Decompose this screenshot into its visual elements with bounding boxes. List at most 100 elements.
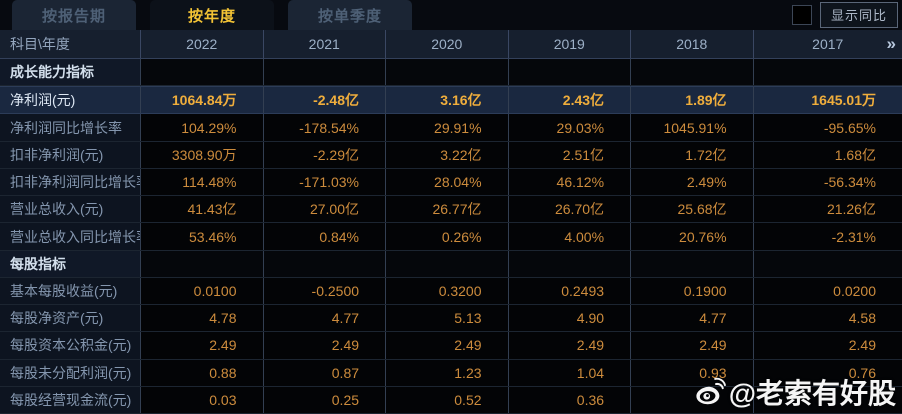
cell-value: 1.04 xyxy=(507,359,631,386)
cell-value: 1.89亿 xyxy=(630,87,753,114)
row-label: 基本每股收益(元) xyxy=(0,277,140,305)
cell-value: 0.3200 xyxy=(385,277,508,305)
cell-value: 1045.91% xyxy=(630,114,753,141)
cell-value: 3308.90万 xyxy=(140,141,263,168)
cell-value xyxy=(752,250,902,277)
year-column-header: 2022 xyxy=(140,30,263,58)
cell-value: 2.49 xyxy=(507,332,631,359)
cell-value: 3.16亿 xyxy=(385,87,508,114)
cell-value xyxy=(385,59,508,86)
year-column-header: 2021 xyxy=(262,30,386,58)
cell-value: 4.77 xyxy=(630,305,753,332)
cell-value: -178.54% xyxy=(262,114,386,141)
table-row[interactable]: 净利润(元) 1064.84万 -2.48亿 3.16亿 2.43亿 1.89亿 1645.… xyxy=(0,86,902,115)
cell-value: 0.36 xyxy=(507,386,631,414)
cell-value: 104.29% xyxy=(140,114,263,141)
table-row[interactable]: 净利润同比增长率 104.29% -178.54% 29.91% 29.03% 1045.… xyxy=(0,114,902,142)
table-row[interactable]: 每股未分配利润(元) 0.88 0.87 1.23 1.04 0.93 0.76 xyxy=(0,359,902,387)
row-label: 扣非净利润同比增长率 xyxy=(0,168,140,196)
cell-value xyxy=(630,250,753,277)
cell-value: 0.52 xyxy=(385,386,508,414)
cell-value: 26.70亿 xyxy=(507,196,631,223)
cell-value xyxy=(262,250,386,277)
year-column-header: 2019 xyxy=(507,30,631,58)
table-header-row: 科目\年度 2022 2021 2020 2019 2018 2017» xyxy=(0,30,902,59)
cell-value: 29.03% xyxy=(507,114,631,141)
cell-value: 0.76 xyxy=(752,359,902,386)
cell-value xyxy=(630,386,753,414)
year-column-header: 2017» xyxy=(752,30,902,58)
row-label: 净利润同比增长率 xyxy=(0,114,140,141)
cell-value xyxy=(507,250,631,277)
row-label: 营业总收入同比增长率 xyxy=(0,223,140,250)
cell-value: -56.34% xyxy=(752,168,902,196)
cell-value: 4.77 xyxy=(262,305,386,332)
cell-value: 28.04% xyxy=(385,168,508,196)
table-row[interactable]: 营业总收入(元) 41.43亿 27.00亿 26.77亿 26.70亿 25.68亿 21… xyxy=(0,196,902,224)
cell-value: 0.87 xyxy=(262,359,386,386)
cell-value: 41.43亿 xyxy=(140,196,263,223)
table-row[interactable]: 营业总收入同比增长率 53.46% 0.84% 0.26% 4.00% 20.76% -2.… xyxy=(0,223,902,251)
cell-value: -2.29亿 xyxy=(262,141,386,168)
more-years-icon[interactable]: » xyxy=(886,34,897,53)
table-row[interactable]: 每股净资产(元) 4.78 4.77 5.13 4.90 4.77 4.58 xyxy=(0,305,902,333)
cell-value: 4.00% xyxy=(507,223,631,250)
cell-value: 27.00亿 xyxy=(262,196,386,223)
table-row[interactable]: 每股资本公积金(元) 2.49 2.49 2.49 2.49 2.49 2.49 xyxy=(0,332,902,360)
cell-value: 46.12% xyxy=(507,168,631,196)
corner-header: 科目\年度 xyxy=(10,36,70,52)
table-row[interactable]: 扣非净利润同比增长率 114.48% -171.03% 28.04% 46.12% 2.4… xyxy=(0,168,902,197)
cell-value xyxy=(630,59,753,86)
cell-value: 25.68亿 xyxy=(630,196,753,223)
row-label: 每股指标 xyxy=(0,250,140,277)
cell-value: 1.23 xyxy=(385,359,508,386)
table-row[interactable]: 扣非净利润(元) 3308.90万 -2.29亿 3.22亿 2.51亿 1.72亿 1.6… xyxy=(0,141,902,169)
cell-value: 1064.84万 xyxy=(140,87,263,114)
row-label: 成长能力指标 xyxy=(0,59,140,86)
cell-value: 4.58 xyxy=(752,305,902,332)
row-label: 每股未分配利润(元) xyxy=(0,359,140,386)
show-yoy-checkbox[interactable] xyxy=(791,5,812,25)
cell-value: 0.93 xyxy=(630,359,753,386)
cell-value: 2.49 xyxy=(140,332,263,359)
row-label: 营业总收入(元) xyxy=(0,196,140,223)
cell-value: -2.31% xyxy=(752,223,902,250)
section-header-row: 成长能力指标 xyxy=(0,59,902,87)
section-header-row: 每股指标 xyxy=(0,250,902,278)
cell-value: 26.77亿 xyxy=(385,196,508,223)
cell-value: 0.1900 xyxy=(630,277,753,305)
cell-value xyxy=(385,250,508,277)
table-row[interactable]: 每股经营现金流(元) 0.03 0.25 0.52 0.36 xyxy=(0,386,902,414)
cell-value: 2.49 xyxy=(630,332,753,359)
tab-by-quarter[interactable]: 按单季度 xyxy=(288,0,412,30)
cell-value xyxy=(140,250,263,277)
tab-by-report-period[interactable]: 按报告期 xyxy=(12,0,136,30)
row-label: 每股经营现金流(元) xyxy=(0,386,140,414)
cell-value: 0.2493 xyxy=(507,277,631,305)
cell-value xyxy=(752,59,902,86)
cell-value: -0.2500 xyxy=(262,277,386,305)
cell-value xyxy=(752,386,902,414)
cell-value: -171.03% xyxy=(262,168,386,196)
year-column-header: 2020 xyxy=(385,30,508,58)
year-column-header: 2018 xyxy=(630,30,753,58)
period-tab-bar: 按报告期 按年度 按单季度 显示同比 xyxy=(0,0,902,30)
cell-value: -2.48亿 xyxy=(262,87,386,114)
cell-value: 2.43亿 xyxy=(507,87,631,114)
financial-indicators-table: 科目\年度 2022 2021 2020 2019 2018 2017» 成长能力指标 净利润(… xyxy=(0,30,902,414)
cell-value: 53.46% xyxy=(140,223,263,250)
cell-value: 114.48% xyxy=(140,168,263,196)
cell-value: 4.78 xyxy=(140,305,263,332)
cell-value: 3.22亿 xyxy=(385,141,508,168)
cell-value: 2.49 xyxy=(262,332,386,359)
row-label: 净利润(元) xyxy=(0,87,140,114)
cell-value: 1645.01万 xyxy=(752,87,902,114)
cell-value: 1.68亿 xyxy=(752,141,902,168)
tab-by-year[interactable]: 按年度 xyxy=(150,0,274,30)
row-label: 每股资本公积金(元) xyxy=(0,332,140,359)
show-yoy-button[interactable]: 显示同比 xyxy=(819,2,898,28)
row-label: 每股净资产(元) xyxy=(0,305,140,332)
cell-value: 2.49 xyxy=(385,332,508,359)
table-row[interactable]: 基本每股收益(元) 0.0100 -0.2500 0.3200 0.2493 0.1900… xyxy=(0,277,902,306)
cell-value: 0.25 xyxy=(262,386,386,414)
